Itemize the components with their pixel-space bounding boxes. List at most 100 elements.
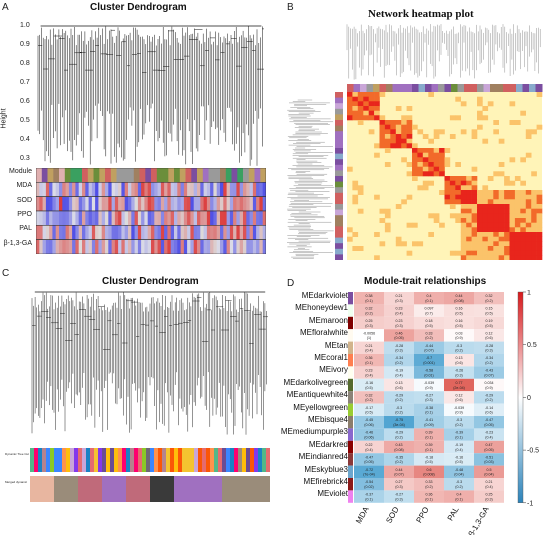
dynamic-cut-cell: [222, 448, 227, 472]
panel-a-bar-cell: [141, 225, 145, 240]
panel-a-bar-cell: [190, 211, 195, 226]
heatmap-cell: [357, 185, 364, 191]
dynamic-cut-cell: [30, 448, 35, 472]
cell-pvalue: (0.5): [485, 324, 492, 328]
heatmap-cell: [428, 180, 434, 186]
panel-a-bar-cell: [105, 239, 109, 254]
panel-a-bar-cell: [75, 182, 80, 197]
dynamic-cut-cell: [134, 448, 139, 472]
cell-pvalue: (0.1): [425, 299, 432, 303]
heatmap-cell: [352, 199, 359, 205]
panel-a-bar-cell: [183, 239, 188, 254]
heatmap-cell: [482, 255, 489, 260]
heatmap-cell: [487, 222, 494, 228]
heatmap-cell: [433, 213, 440, 219]
heatmap-cell: [460, 222, 467, 228]
heatmap-cell: [412, 152, 418, 158]
panel-a-bar-cell: [174, 239, 178, 254]
panel-a-bar-cell: [105, 196, 109, 211]
panel-a-bar-cell: [72, 239, 76, 254]
cell-pvalue: (0.05): [364, 460, 373, 464]
panel-a-bar-cell: [252, 182, 257, 197]
module-color-swatch: [348, 329, 353, 342]
heatmap-cell: [444, 378, 474, 392]
panel-a-bar-cell: [220, 239, 224, 254]
heatmap-cell: [487, 255, 494, 260]
heatmap-cell: [460, 218, 467, 223]
heatmap-cell: [466, 222, 472, 228]
cell-pvalue: (0.1): [425, 448, 432, 452]
panel-a-bar-cell: [101, 182, 106, 197]
cell-pvalue: (0.5): [365, 386, 372, 390]
heatmap-cell: [504, 199, 510, 205]
panel-a-bar-cell: [233, 239, 237, 254]
heatmap-cell: [487, 218, 494, 223]
cell-correlation: -0.0056: [363, 331, 375, 335]
heatmap-cell: [354, 490, 384, 503]
panel-a-bar-cell: [223, 239, 228, 254]
panel-c-row-label-merged: Merged dynamic: [5, 480, 28, 484]
heatmap-cell: [493, 222, 499, 228]
heatmap-cell: [384, 227, 391, 233]
panel-a-bar-cell: [180, 182, 185, 197]
heatmap-left-color-cell: [335, 232, 343, 239]
panel-a-bar-cell: [65, 211, 70, 226]
heatmap-cell: [460, 101, 467, 107]
heatmap-cell: [493, 232, 499, 237]
panel-a-bar-cell: [62, 211, 67, 226]
cell-correlation: 0.23: [396, 307, 403, 311]
heatmap-top-color-cell: [529, 84, 536, 92]
panel-a-bar-cell: [160, 211, 165, 226]
cell-pvalue: (0.5): [425, 324, 432, 328]
heatmap-cell: [498, 255, 505, 260]
module-label: MEivory: [319, 365, 348, 375]
heatmap-cell: [354, 478, 384, 491]
heatmap-cell: [482, 227, 489, 233]
panel-a-bar-cell: [177, 239, 182, 254]
panel-a-bar-cell: [233, 182, 237, 197]
heatmap-cell: [363, 96, 369, 102]
panel-a-bar-cell: [174, 182, 178, 197]
heatmap-cell: [531, 208, 537, 214]
panel-a-bar-cell: [164, 239, 168, 254]
panel-a-bar-cell: [200, 239, 205, 254]
heatmap-cell: [536, 218, 543, 223]
heatmap-cell: [509, 232, 516, 237]
panel-a-bar-cell: [157, 182, 162, 197]
panel-a-bar-cell: [76, 168, 83, 183]
panel-a-bar-cell: [262, 196, 266, 211]
panel-a-bar-cell: [246, 239, 251, 254]
heatmap-cell: [525, 208, 532, 214]
heatmap-cell: [504, 190, 510, 195]
heatmap-cell: [466, 194, 472, 200]
panel-a-bar-cell: [154, 196, 159, 211]
heatmap-cell: [444, 316, 474, 330]
heatmap-cell: [520, 222, 526, 228]
panel-a-bar-cell: [65, 225, 70, 240]
heatmap-cell: [509, 208, 516, 214]
heatmap-cell: [433, 166, 440, 172]
panel-a-bar-cell: [187, 225, 191, 240]
heatmap-cell: [477, 250, 483, 256]
heatmap-cell: [520, 250, 526, 256]
heatmap-cell: [384, 465, 414, 478]
panel-a-bar-cell: [231, 168, 238, 183]
heatmap-cell: [525, 190, 532, 195]
cell-correlation: 0.44: [456, 294, 463, 298]
heatmap-top-color-cell: [457, 84, 465, 92]
cell-pvalue: (0.6): [485, 411, 492, 415]
heatmap-cell: [379, 208, 386, 214]
heatmap-cell: [444, 440, 474, 454]
panel-a-bar-cell: [190, 225, 195, 240]
cell-pvalue: (0.05): [484, 423, 493, 427]
module-labels: MEdarkviolet MEhoneydew1 MEmaroon MEfloralw…: [281, 290, 348, 502]
heatmap-cell: [471, 204, 478, 209]
cell-correlation: 0.46: [396, 331, 403, 335]
panel-a-bar-cell: [193, 211, 198, 226]
heatmap-cell: [428, 213, 434, 219]
cell-correlation: 0.39: [426, 431, 433, 435]
panel-a-bar-cell: [193, 225, 198, 240]
heatmap-top-color-cell: [483, 84, 491, 92]
heatmap-cell: [428, 92, 434, 97]
heatmap-cell: [422, 166, 429, 172]
